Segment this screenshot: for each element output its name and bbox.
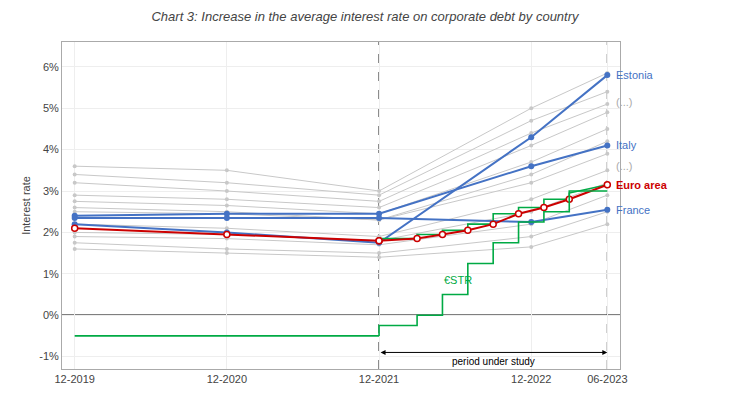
svg-text:3%: 3% xyxy=(43,185,59,197)
svg-text:France: France xyxy=(616,204,650,216)
svg-text:2%: 2% xyxy=(43,226,59,238)
svg-text:1%: 1% xyxy=(43,268,59,280)
svg-text:Euro area: Euro area xyxy=(616,179,668,191)
svg-text:€STR: €STR xyxy=(444,274,472,286)
svg-text:Interest rate: Interest rate xyxy=(20,176,32,235)
svg-text:6%: 6% xyxy=(43,61,59,73)
svg-text:5%: 5% xyxy=(43,102,59,114)
svg-text:Chart 3: Increase in the avera: Chart 3: Increase in the average interes… xyxy=(151,9,580,24)
svg-text:Estonia: Estonia xyxy=(616,69,654,81)
svg-text:-1%: -1% xyxy=(39,350,59,362)
svg-text:12-2020: 12-2020 xyxy=(207,373,247,385)
svg-text:12-2021: 12-2021 xyxy=(359,373,399,385)
svg-text:Italy: Italy xyxy=(616,139,637,151)
svg-text:0%: 0% xyxy=(43,309,59,321)
svg-text:(...): (...) xyxy=(616,96,633,108)
svg-text:(...): (...) xyxy=(616,160,633,172)
svg-text:period under study: period under study xyxy=(452,356,535,367)
svg-text:06-2023: 06-2023 xyxy=(587,373,627,385)
svg-text:4%: 4% xyxy=(43,143,59,155)
svg-text:12-2022: 12-2022 xyxy=(511,373,551,385)
svg-text:12-2019: 12-2019 xyxy=(54,373,94,385)
